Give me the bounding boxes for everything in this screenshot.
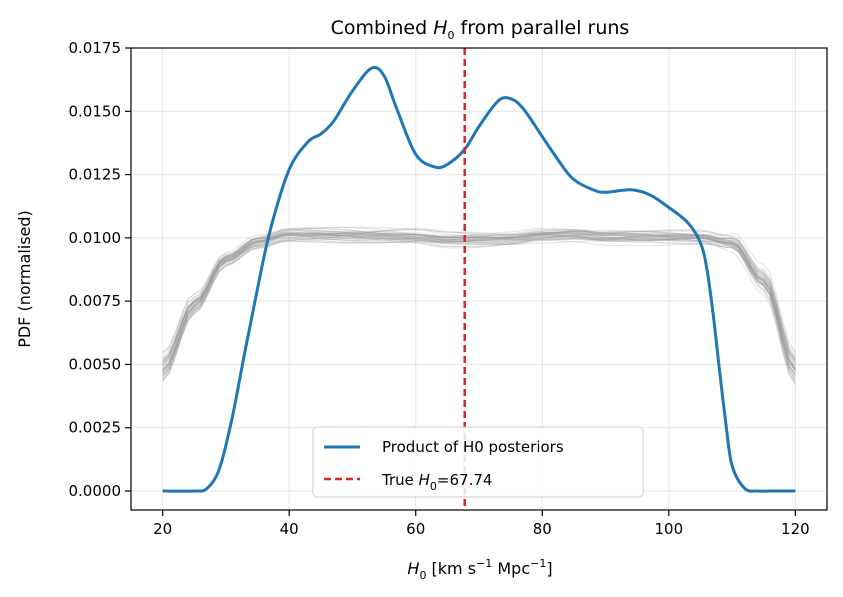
x-tick-label: 100 — [654, 520, 683, 538]
x-tick-label: 40 — [280, 520, 299, 538]
legend-label-product: Product of H0 posteriors — [382, 438, 564, 456]
y-tick-label: 0.0075 — [69, 292, 122, 310]
background-run-line — [162, 230, 796, 381]
series-line-product-h0 — [162, 65, 796, 493]
background-runs — [162, 226, 796, 385]
plot-frame — [130, 47, 828, 511]
legend-frame — [312, 426, 644, 498]
x-axis-label: H0 [km s−1 Mpc−1] — [407, 557, 552, 582]
y-tick-label: 0.0175 — [69, 39, 122, 57]
y-tick-label: 0.0000 — [69, 482, 122, 500]
x-tick-label: 20 — [153, 520, 172, 538]
y-axis-label: PDF (normalised) — [15, 210, 34, 348]
legend-label-true: True H0=67.74 — [381, 471, 492, 493]
y-tick-label: 0.0150 — [69, 102, 122, 120]
series-layer — [162, 65, 796, 493]
x-tick-label: 60 — [406, 520, 425, 538]
y-tick-label: 0.0025 — [69, 419, 122, 437]
x-axis-ticks: 20 40 60 80 100 120 — [153, 510, 810, 538]
background-run-line — [162, 228, 796, 377]
x-tick-label: 120 — [781, 520, 810, 538]
y-axis-ticks: 0.0000 0.0025 0.0050 0.0075 0.0100 0.0125 0.01… — [69, 39, 131, 500]
background-run-line — [162, 231, 796, 385]
legend: Product of H0 posteriors True H0=67.74 — [312, 426, 644, 498]
background-run-line — [162, 229, 796, 362]
y-tick-label: 0.0125 — [69, 166, 122, 184]
x-tick-label: 80 — [533, 520, 552, 538]
y-tick-label: 0.0100 — [69, 229, 122, 247]
y-tick-label: 0.0050 — [69, 355, 122, 373]
chart-title: Combined H0 from parallel runs — [331, 17, 630, 42]
